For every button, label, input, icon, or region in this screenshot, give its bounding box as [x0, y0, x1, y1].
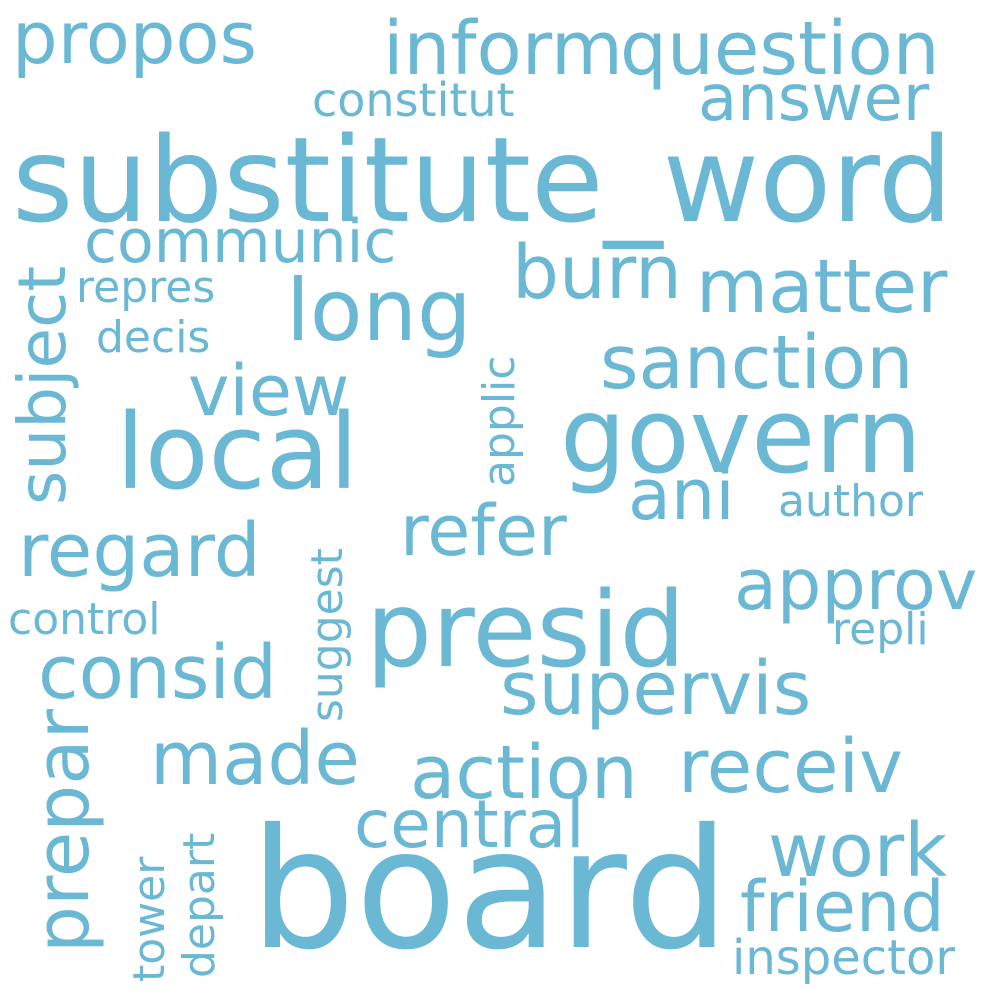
word-work: work — [768, 808, 948, 894]
word-prepar: prepar — [20, 708, 106, 953]
word-matter: matter — [696, 244, 948, 330]
word-subject: subject — [4, 265, 81, 505]
word-friend: friend — [740, 866, 945, 948]
word-author: author — [778, 476, 923, 527]
word-local: local — [116, 391, 359, 513]
word-view: view — [188, 350, 350, 432]
word-depart: depart — [174, 832, 225, 978]
word-inform: inform — [383, 6, 623, 92]
word-suggest: suggest — [302, 548, 353, 722]
word-made: made — [150, 716, 360, 802]
word-repli: repli — [832, 604, 929, 655]
word-board: board — [250, 794, 730, 987]
word-applic: applic — [474, 355, 525, 487]
word-long: long — [286, 261, 472, 361]
word-supervis: supervis — [500, 646, 812, 732]
word-answer: answer — [698, 62, 930, 136]
word-substitute-word: substitute_word — [12, 111, 953, 249]
word-receiv: receiv — [678, 724, 903, 810]
word-action: action — [410, 730, 638, 816]
word-consid: consid — [38, 630, 277, 716]
word-decis: decis — [96, 312, 211, 363]
word-constitut: constitut — [312, 73, 515, 127]
word-repres: repres — [76, 262, 216, 313]
word-approv: approv — [734, 544, 978, 626]
word-tower: tower — [124, 856, 175, 982]
word-sanction: sanction — [600, 320, 914, 406]
word-govern: govern — [560, 375, 923, 497]
word-presid: presid — [366, 569, 686, 691]
word-inspector: inspector — [732, 930, 956, 986]
word-central: central — [354, 786, 585, 863]
word-refer: refer — [400, 490, 567, 572]
word-burn: burn — [512, 230, 682, 316]
word-control: control — [8, 594, 161, 645]
word-ani: ani — [628, 454, 735, 536]
word-communic: communic — [84, 207, 397, 277]
word-propos: propos — [12, 0, 258, 80]
word-question: question — [620, 6, 940, 92]
word-regard: regard — [18, 508, 261, 594]
